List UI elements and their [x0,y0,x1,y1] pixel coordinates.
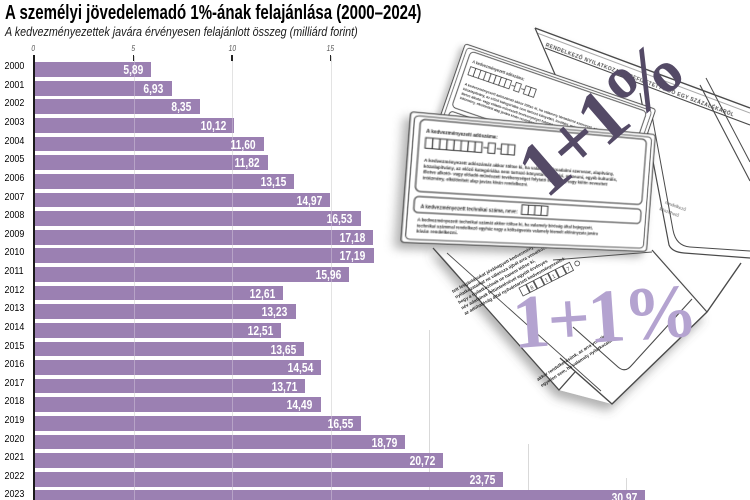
svg-text:A kedvezményezett adószáma:: A kedvezményezett adószáma: [426,128,498,140]
svg-text:8: 8 [529,285,534,292]
svg-text:1+1%: 1+1% [510,269,699,365]
svg-text:1: 1 [544,277,549,284]
svg-text:1+1%: 1+1% [500,23,699,212]
svg-text:1: 1 [551,274,556,281]
svg-text:intézmény, elkülönített alap j: intézmény, elkülönített alap javára kívá… [423,176,529,188]
svg-text:A kedvezményezett technikai sz: A kedvezményezett technikai száma, neve: [420,204,517,215]
svg-text:7: 7 [566,266,571,273]
svg-text:kíván rendelkezni.: kíván rendelkezni. [416,229,458,236]
